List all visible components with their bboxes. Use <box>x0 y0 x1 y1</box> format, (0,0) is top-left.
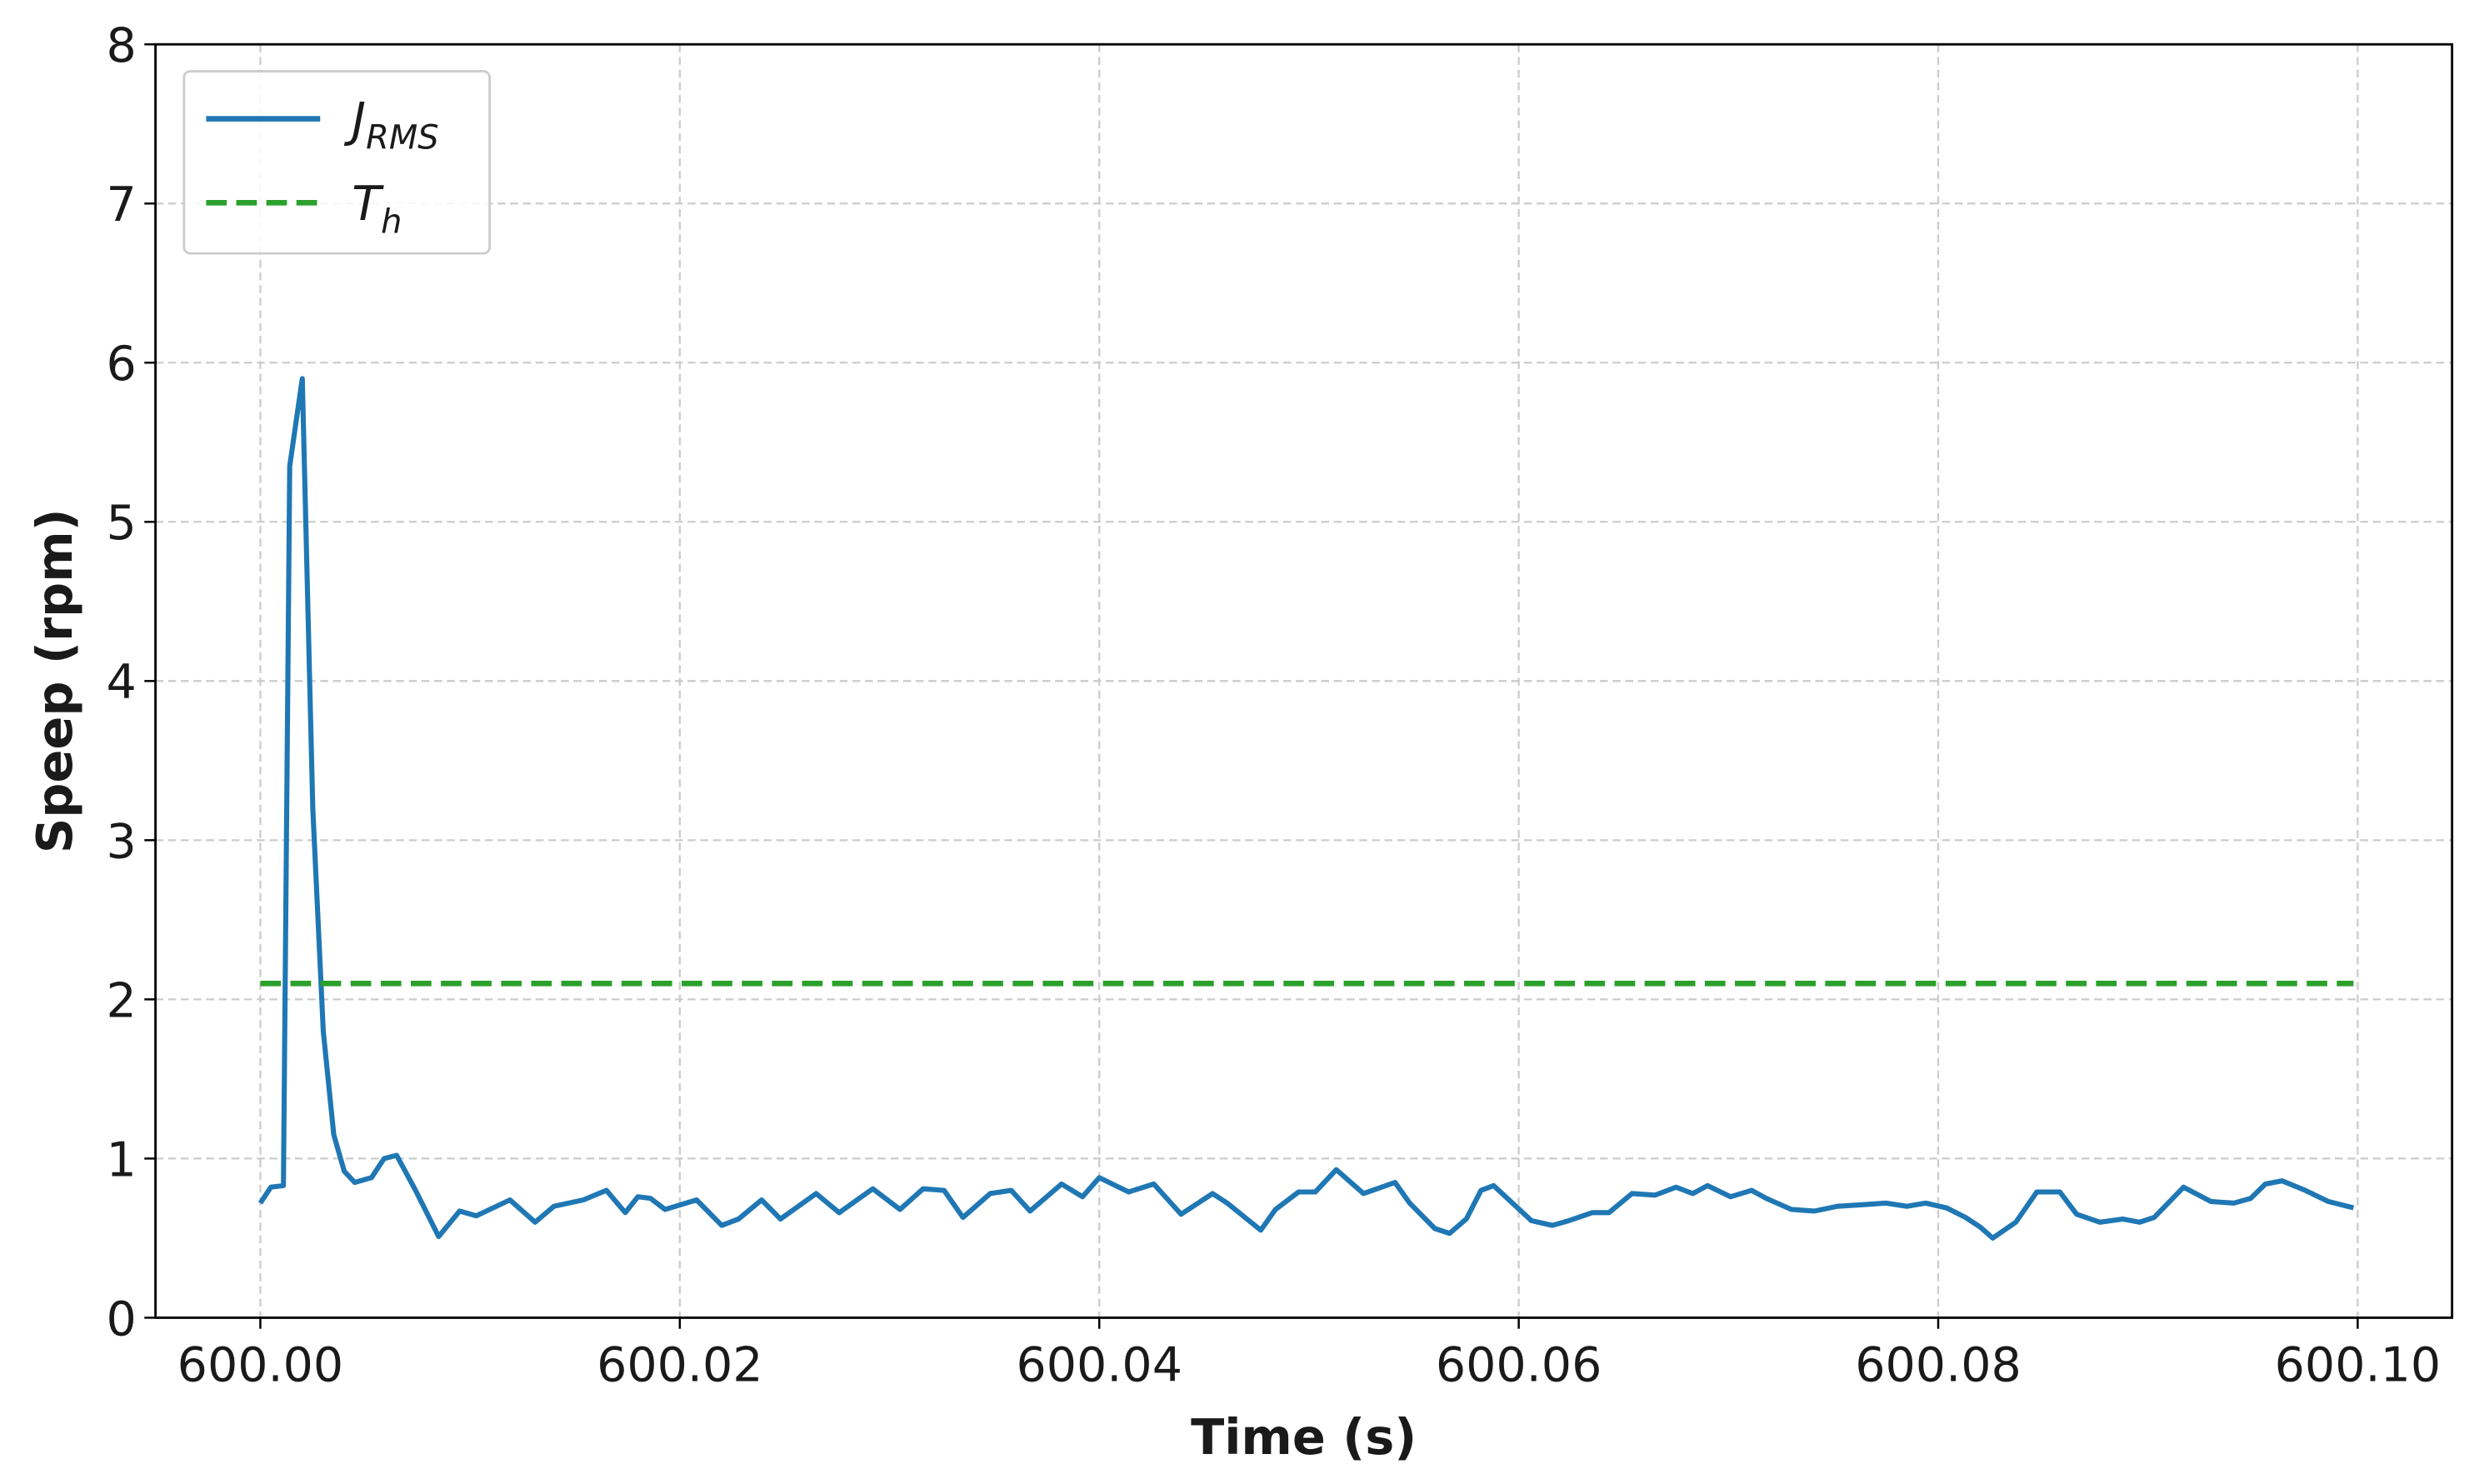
x-tick-label: 600.04 <box>1016 1337 1182 1392</box>
y-tick-label: 4 <box>106 655 136 710</box>
x-tick-label: 600.00 <box>177 1337 344 1392</box>
x-tick-label: 600.08 <box>1855 1337 2022 1392</box>
y-tick-label: 6 <box>106 337 136 392</box>
x-tick-label: 600.02 <box>597 1337 763 1392</box>
y-tick-label: 8 <box>106 18 136 73</box>
plot-frame <box>154 42 2454 1319</box>
series-line <box>257 376 2355 1241</box>
y-axis-label: Speep (rpm) <box>26 509 83 854</box>
legend-box <box>182 70 492 255</box>
y-tick-label: 1 <box>106 1132 136 1187</box>
y-tick-label: 5 <box>106 496 136 551</box>
y-tick-label: 7 <box>106 177 136 232</box>
legend-label: Th <box>352 177 402 241</box>
y-tick-label: 2 <box>106 973 136 1028</box>
y-tick-label: 3 <box>106 814 136 869</box>
y-tick-label: 0 <box>106 1292 136 1347</box>
x-tick-label: 600.10 <box>2275 1337 2442 1392</box>
x-tick-label: 600.06 <box>1436 1337 1602 1392</box>
x-axis-label: Time (s) <box>1191 1408 1417 1466</box>
